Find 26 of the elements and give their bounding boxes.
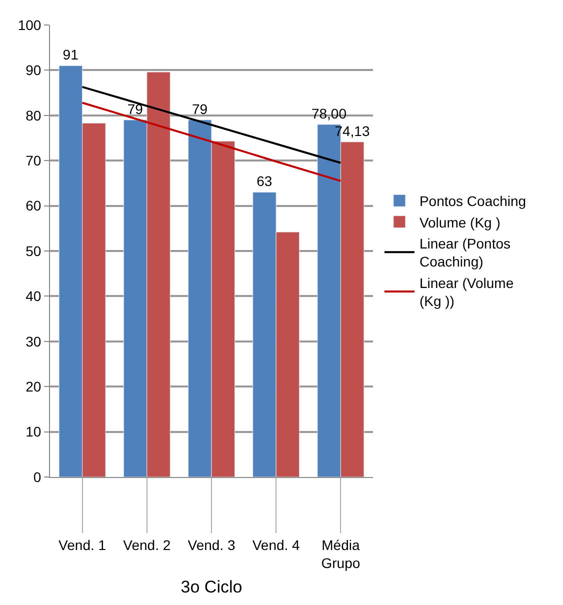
data-label: 79 [192, 100, 208, 117]
data-label: 79 [127, 100, 144, 117]
x-tick-label: Vend. 1 [58, 536, 106, 553]
x-tick-label: Vend. 3 [188, 536, 236, 553]
y-tick-label: 50 [26, 242, 42, 259]
legend-label: Volume (Kg ) [419, 214, 500, 230]
y-tick-label: 20 [26, 378, 42, 394]
y-tick-label: 70 [26, 152, 42, 168]
legend-label: Linear (Volume (Kg )) [419, 274, 514, 310]
y-tick-label: 10 [26, 424, 42, 440]
y-tick-label: 80 [26, 107, 42, 124]
y-tick-label: 0 [33, 468, 42, 485]
y-tick-label: 90 [26, 62, 42, 78]
x-tick-label: Vend. 4 [252, 536, 300, 553]
legend-label: Pontos Coaching [419, 193, 526, 210]
x-tick-label: Vend. 2 [123, 536, 171, 553]
x-axis-title: 3o Ciclo [180, 577, 242, 596]
y-tick-label: 30 [26, 333, 42, 350]
y-tick-label: 60 [26, 198, 42, 214]
x-tick-label: Média Grupo [321, 536, 360, 571]
y-tick-label: 40 [26, 288, 42, 304]
data-label: 63 [256, 173, 272, 190]
data-label: 91 [62, 46, 79, 63]
data-label: 78,00 [311, 105, 347, 122]
legend-label: Linear (Pontos Coaching) [419, 235, 511, 270]
y-tick-label: 100 [18, 16, 42, 33]
